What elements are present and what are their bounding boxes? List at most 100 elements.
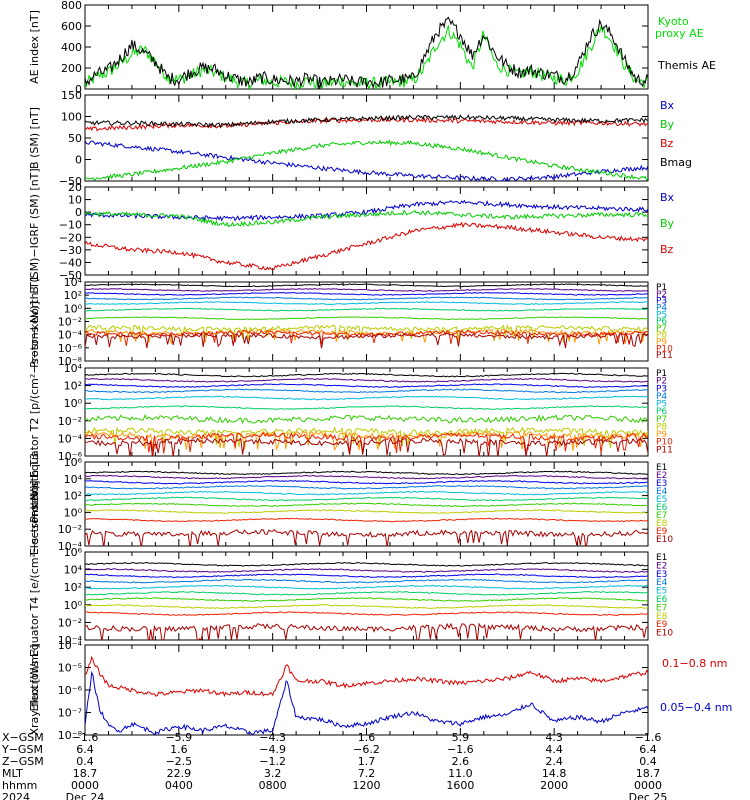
plot-area — [85, 561, 648, 640]
legend-label: By — [660, 217, 675, 230]
ephemeris-value: 0400 — [165, 779, 193, 792]
channel-label: P7 — [656, 415, 667, 425]
ephemeris-value: 11.0 — [448, 767, 473, 780]
ephemeris-value: 0.4 — [639, 755, 657, 768]
y-tick-label: 800 — [61, 0, 82, 12]
series-line-bx — [85, 140, 648, 181]
y-tick-label: 10⁻⁶ — [58, 450, 83, 463]
y-tick-label: 10⁻⁴ — [58, 634, 83, 647]
y-tick-label: 100 — [61, 111, 82, 124]
ephemeris-value: 4.3 — [545, 731, 563, 744]
legend-label: By — [660, 118, 675, 131]
channel-line-p2 — [85, 288, 648, 292]
channel-line-e6 — [85, 590, 648, 596]
ephemeris-value: −6.2 — [353, 743, 380, 756]
channel-line-e8 — [85, 604, 648, 609]
y-tick-label: 10² — [64, 380, 82, 393]
y-axis-label: Electrons North T3 — [28, 453, 41, 555]
channel-line-p7 — [85, 316, 648, 321]
channel-line-p8 — [85, 426, 648, 449]
y-tick-label: 10⁴ — [64, 276, 83, 289]
legend-label: Kyoto — [658, 15, 689, 28]
channel-label: E8 — [656, 519, 668, 529]
channel-label: P2 — [656, 377, 667, 387]
y-tick-label: 10⁻⁶ — [58, 684, 83, 697]
channel-line-p5 — [85, 395, 648, 401]
channel-label: E4 — [656, 578, 668, 588]
channel-label: P1 — [656, 369, 667, 379]
y-tick-label: −50 — [59, 269, 82, 282]
y-tick-label: 10⁻⁷ — [58, 707, 82, 720]
y-tick-label: 10⁻⁶ — [58, 342, 83, 355]
channel-label: E1 — [656, 553, 667, 563]
ephemeris-value: −1.6 — [635, 731, 662, 744]
y-tick-label: 600 — [61, 20, 82, 33]
channel-label: E8 — [656, 612, 668, 622]
legend-label: proxy AE — [655, 27, 704, 40]
ephemeris-row-label: 2024 — [2, 791, 30, 800]
series-line-bx — [85, 199, 648, 222]
ephemeris-value: 22.9 — [167, 767, 192, 780]
channel-line-e3 — [85, 573, 648, 579]
channel-line-p10 — [85, 431, 648, 454]
y-tick-label: 10⁻² — [58, 316, 82, 329]
y-tick-label: 0 — [75, 154, 82, 167]
channel-line-e2 — [85, 474, 648, 480]
ephemeris-value: −2.5 — [165, 755, 192, 768]
ephemeris-value: −5.9 — [165, 731, 192, 744]
panel-2: 150 100 50 0 −50 B (SM) [nT] Bx By Bz Bmag — [28, 89, 692, 188]
channel-label: P3 — [656, 384, 667, 394]
ephemeris-table: X−GSM −1.6 −5.9 −4.3 1.6 5.9 4.3 −1.6 Y−GSM 6.4 1.… — [1, 731, 667, 800]
legend-label: 0.1−0.8 nm — [662, 657, 727, 670]
channel-line-p8 — [85, 324, 648, 341]
channel-label: P4 — [656, 303, 667, 313]
ephemeris-value: 0.4 — [76, 755, 94, 768]
ephemeris-value: Dec 24 — [66, 791, 105, 800]
channel-line-e9 — [85, 517, 648, 523]
ephemeris-row-label: Z−GSM — [2, 755, 44, 768]
channel-line-e8 — [85, 509, 648, 514]
panel-7: 10⁶ 10⁴ 10² 10⁰ 10⁻² 10⁻⁴ Electrons Equator T4… — [28, 481, 673, 712]
channel-label: P5 — [656, 310, 667, 320]
y-tick-label: 10⁻⁸ — [58, 355, 83, 368]
panel-frame — [84, 644, 649, 736]
channel-label: E10 — [656, 535, 673, 545]
channel-line-p2 — [85, 377, 648, 383]
ephemeris-value: 18.7 — [636, 767, 661, 780]
ephemeris-value: 5.9 — [452, 731, 470, 744]
channel-label: E7 — [656, 511, 667, 521]
y-axis-label: Protons Equator T2 [p/(cm²−s−sr−keV)] — [28, 301, 41, 523]
channel-line-p7 — [85, 413, 648, 424]
ephemeris-value: 6.4 — [639, 743, 657, 756]
y-tick-label: 150 — [61, 89, 82, 102]
legend-label: Bz — [660, 243, 674, 256]
channel-line-p4 — [85, 388, 648, 394]
channel-line-p9 — [85, 430, 648, 451]
ephemeris-value: 1.6 — [170, 743, 188, 756]
channel-line-p11 — [85, 437, 648, 456]
y-axis-label: AE index [nT] — [28, 10, 41, 84]
ephemeris-value: 14.8 — [542, 767, 567, 780]
channel-label: P8 — [656, 422, 667, 432]
ephemeris-value: 0000 — [71, 779, 99, 792]
panel-6: 10⁶ 10⁴ 10² 10⁰ 10⁻² 10⁻⁴ Electrons North T3 E1… — [28, 453, 673, 555]
channel-label: E9 — [656, 620, 668, 630]
channel-line-p11 — [85, 331, 648, 349]
y-axis-label: Xray flux [W/m²] — [28, 644, 41, 735]
channel-label: P1 — [656, 283, 667, 293]
channel-line-e3 — [85, 479, 648, 485]
channel-line-e10 — [85, 622, 648, 640]
plot-area — [85, 199, 648, 271]
channel-line-p3 — [85, 291, 648, 296]
channel-line-e9 — [85, 611, 648, 616]
ephemeris-value: 7.2 — [358, 767, 376, 780]
series-line-0-1-0-8-nm — [85, 655, 648, 698]
ephemeris-value: −4.3 — [259, 731, 286, 744]
legend-label: Themis AE — [657, 59, 716, 72]
plot-area — [85, 372, 648, 456]
ephemeris-value: 3.2 — [264, 767, 282, 780]
channel-label: P2 — [656, 290, 667, 300]
